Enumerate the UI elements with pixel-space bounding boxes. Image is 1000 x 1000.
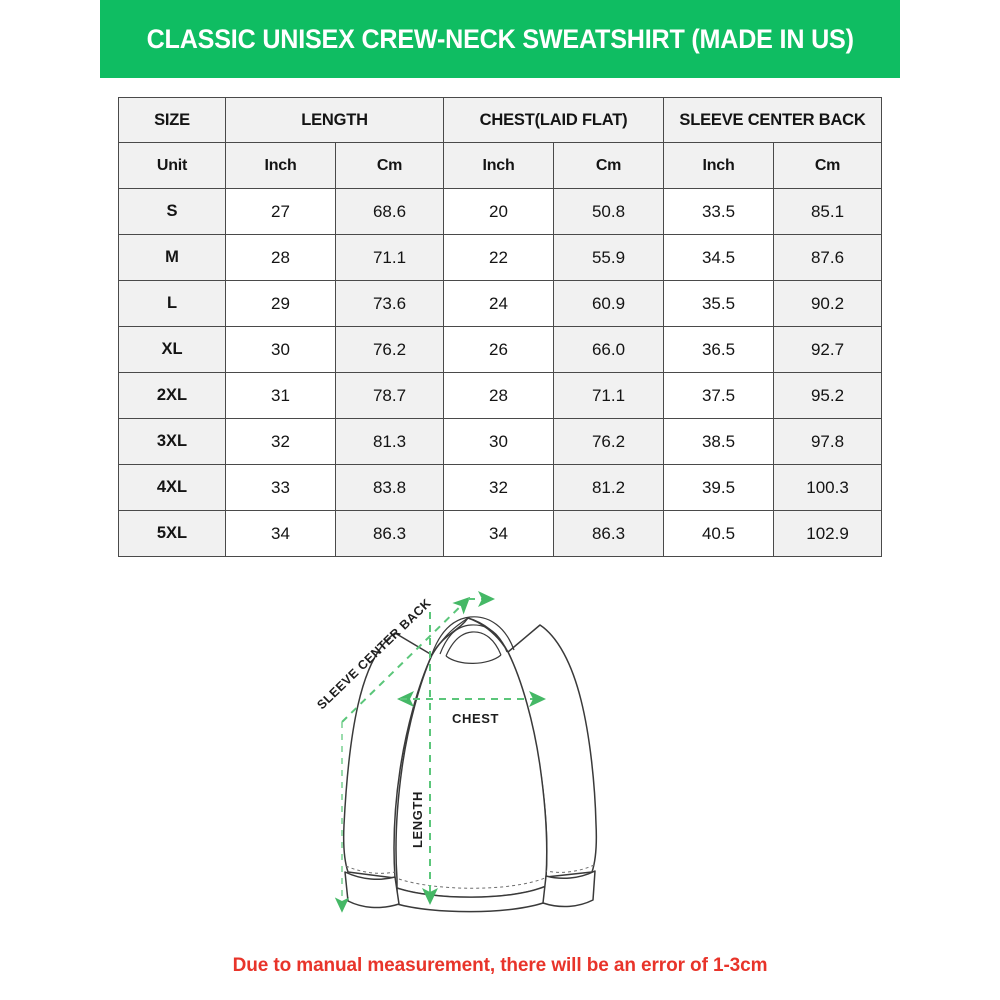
cell-sleeve-inch: 40.5 xyxy=(663,510,775,557)
header-length-inch: Inch xyxy=(225,142,336,189)
cell-length-cm: 81.3 xyxy=(334,418,445,465)
table-group-header-row: SIZE LENGTH CHEST(LAID FLAT) SLEEVE CENT… xyxy=(118,97,883,143)
cell-sleeve-cm: 85.1 xyxy=(773,188,883,235)
table-row: XL 30 76.2 26 66.0 36.5 92.7 xyxy=(118,326,883,373)
cell-chest-cm: 50.8 xyxy=(553,188,665,235)
cell-sleeve-inch: 35.5 xyxy=(663,280,775,327)
cell-length-cm: 68.6 xyxy=(334,188,445,235)
cell-length-inch: 32 xyxy=(225,418,336,465)
table-row: M 28 71.1 22 55.9 34.5 87.6 xyxy=(118,234,883,281)
cell-sleeve-inch: 38.5 xyxy=(663,418,775,465)
chest-measurement: CHEST xyxy=(397,691,546,726)
table-row: 5XL 34 86.3 34 86.3 40.5 102.9 xyxy=(118,510,883,557)
cell-size: 4XL xyxy=(118,464,226,511)
cell-length-inch: 29 xyxy=(225,280,336,327)
cell-size: M xyxy=(118,234,226,281)
length-label: LENGTH xyxy=(410,791,425,848)
cell-length-inch: 34 xyxy=(225,510,336,557)
header-size: SIZE xyxy=(118,97,226,143)
header-sleeve-inch: Inch xyxy=(663,142,775,189)
cell-length-inch: 31 xyxy=(225,372,336,419)
table-row: 4XL 33 83.8 32 81.2 39.5 100.3 xyxy=(118,464,883,511)
cell-sleeve-inch: 37.5 xyxy=(663,372,775,419)
cell-length-cm: 73.6 xyxy=(334,280,445,327)
cell-sleeve-inch: 34.5 xyxy=(663,234,775,281)
table-row: S 27 68.6 20 50.8 33.5 85.1 xyxy=(118,188,883,235)
header-length-cm: Cm xyxy=(334,142,445,189)
cell-size: L xyxy=(118,280,226,327)
garment-diagram: SLEEVE CENTER BACK CHEST LENGTH xyxy=(300,570,700,940)
cell-chest-inch: 28 xyxy=(443,372,555,419)
cell-chest-inch: 32 xyxy=(443,464,555,511)
cell-size: 3XL xyxy=(118,418,226,465)
cell-chest-inch: 34 xyxy=(443,510,555,557)
cell-size: S xyxy=(118,188,226,235)
cell-chest-cm: 55.9 xyxy=(553,234,665,281)
sweatshirt-outline xyxy=(342,616,598,913)
cell-sleeve-inch: 36.5 xyxy=(663,326,775,373)
cell-chest-cm: 81.2 xyxy=(553,464,665,511)
measurement-disclaimer: Due to manual measurement, there will be… xyxy=(232,955,768,976)
size-chart-table: SIZE LENGTH CHEST(LAID FLAT) SLEEVE CENT… xyxy=(118,97,883,557)
cell-chest-inch: 24 xyxy=(443,280,555,327)
length-measurement: LENGTH xyxy=(410,612,438,905)
header-unit: Unit xyxy=(118,142,226,189)
chest-label: CHEST xyxy=(452,711,499,726)
cell-chest-cm: 60.9 xyxy=(553,280,665,327)
cell-sleeve-cm: 97.8 xyxy=(773,418,883,465)
header-chest-cm: Cm xyxy=(553,142,665,189)
cell-length-cm: 78.7 xyxy=(334,372,445,419)
table-body: S 27 68.6 20 50.8 33.5 85.1 M 28 71.1 22 55.9 34.5 87… xyxy=(118,188,883,557)
header-sleeve-center-back: SLEEVE CENTER BACK xyxy=(663,97,883,143)
cell-chest-inch: 30 xyxy=(443,418,555,465)
header-banner: CLASSIC UNISEX CREW-NECK SWEATSHIRT (MAD… xyxy=(100,0,900,78)
cell-chest-inch: 22 xyxy=(443,234,555,281)
cell-length-inch: 28 xyxy=(225,234,336,281)
cell-size: XL xyxy=(118,326,226,373)
cell-chest-cm: 71.1 xyxy=(553,372,665,419)
cell-sleeve-inch: 39.5 xyxy=(663,464,775,511)
cell-sleeve-cm: 102.9 xyxy=(773,510,883,557)
cell-sleeve-inch: 33.5 xyxy=(663,188,775,235)
cell-size: 5XL xyxy=(118,510,226,557)
cell-chest-cm: 66.0 xyxy=(553,326,665,373)
cell-length-inch: 30 xyxy=(225,326,336,373)
cell-sleeve-cm: 95.2 xyxy=(773,372,883,419)
header-chest: CHEST(LAID FLAT) xyxy=(443,97,665,143)
table-unit-header-row: Unit Inch Cm Inch Cm Inch Cm xyxy=(118,142,883,189)
cell-length-cm: 76.2 xyxy=(334,326,445,373)
table-row: 2XL 31 78.7 28 71.1 37.5 95.2 xyxy=(118,372,883,419)
header-length: LENGTH xyxy=(224,97,445,143)
header-sleeve-cm: Cm xyxy=(773,142,883,189)
page-title: CLASSIC UNISEX CREW-NECK SWEATSHIRT (MAD… xyxy=(146,23,854,54)
cell-chest-cm: 86.3 xyxy=(553,510,665,557)
header-chest-inch: Inch xyxy=(443,142,555,189)
table-row: L 29 73.6 24 60.9 35.5 90.2 xyxy=(118,280,883,327)
cell-chest-cm: 76.2 xyxy=(553,418,665,465)
cell-sleeve-cm: 92.7 xyxy=(773,326,883,373)
cell-length-inch: 33 xyxy=(225,464,336,511)
cell-chest-inch: 26 xyxy=(443,326,555,373)
cell-length-cm: 83.8 xyxy=(334,464,445,511)
cell-size: 2XL xyxy=(118,372,226,419)
cell-length-cm: 86.3 xyxy=(334,510,445,557)
cell-sleeve-cm: 90.2 xyxy=(773,280,883,327)
cell-chest-inch: 20 xyxy=(443,188,555,235)
cell-sleeve-cm: 100.3 xyxy=(773,464,883,511)
cell-sleeve-cm: 87.6 xyxy=(773,234,883,281)
table-row: 3XL 32 81.3 30 76.2 38.5 97.8 xyxy=(118,418,883,465)
cell-length-inch: 27 xyxy=(225,188,336,235)
cell-length-cm: 71.1 xyxy=(334,234,445,281)
